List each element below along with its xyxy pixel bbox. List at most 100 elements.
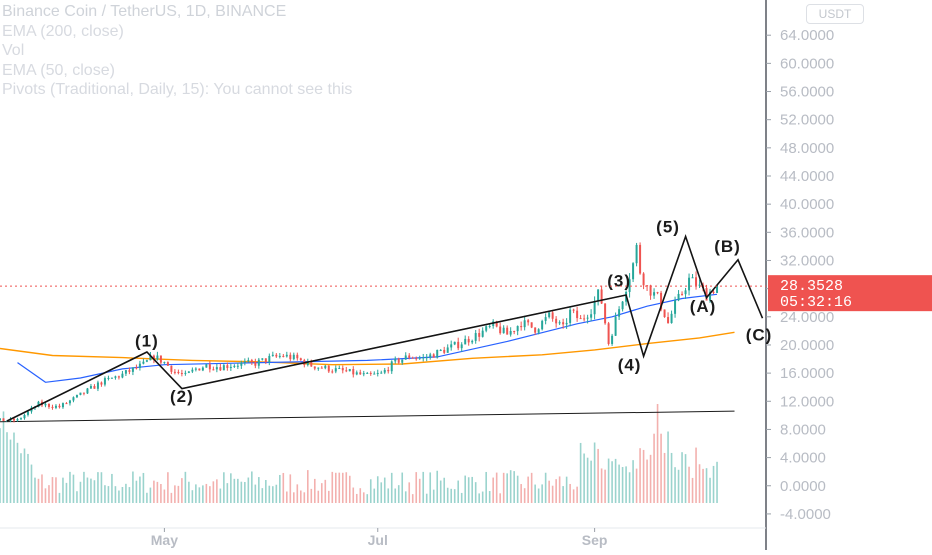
volume-bar — [674, 467, 676, 503]
volume-bar — [142, 472, 145, 503]
volume-bar — [411, 494, 414, 503]
volume-bar — [219, 488, 222, 503]
volume-bar — [429, 472, 432, 503]
candle-body — [649, 285, 652, 296]
wave-label: (A) — [690, 297, 717, 316]
candle-body — [5, 420, 8, 422]
wave-label: (5) — [656, 217, 680, 236]
candle-body — [121, 373, 124, 378]
candle-body — [198, 368, 201, 371]
volume-bar — [404, 491, 407, 503]
volume-bar — [261, 488, 264, 503]
candle-body — [103, 378, 106, 385]
wave-label: (3) — [607, 272, 631, 291]
volume-bar — [258, 477, 260, 503]
volume-bar — [684, 454, 687, 503]
candle-body — [695, 277, 698, 286]
volume-bar — [534, 484, 536, 503]
candle-body — [429, 354, 432, 358]
volume-bar — [121, 486, 124, 503]
last-price-text: 28.3528 — [780, 278, 843, 295]
candle-body — [425, 357, 428, 359]
volume-bar — [688, 466, 690, 503]
volume-bar — [527, 476, 529, 503]
candle-body — [457, 341, 460, 349]
volume-bar — [296, 484, 299, 503]
volume-bar — [607, 458, 610, 503]
volume-bar — [72, 474, 75, 503]
volume-bar — [383, 477, 386, 503]
candle-body — [135, 367, 138, 369]
volume-bar — [310, 488, 313, 503]
currency-button[interactable]: USDT — [806, 4, 864, 24]
candle-body — [208, 364, 211, 370]
candle-body — [117, 376, 120, 378]
volume-bar — [114, 486, 117, 503]
candle-body — [558, 322, 561, 324]
volume-bar — [34, 477, 36, 503]
volume-bar — [390, 472, 393, 503]
candle-body — [261, 358, 264, 360]
candle-body — [579, 318, 582, 320]
volume-bar — [716, 461, 718, 503]
volume-bar — [331, 471, 334, 503]
candle-body — [44, 403, 47, 406]
volume-bar — [334, 472, 337, 503]
price-tick-label: 48.0000 — [780, 140, 834, 157]
candle-body — [219, 367, 222, 371]
candle-body — [306, 361, 309, 366]
elliott-wave-line[interactable] — [6, 234, 764, 422]
legend-volume[interactable]: Vol — [2, 42, 25, 59]
candle-body — [471, 340, 474, 343]
candle-body — [222, 365, 225, 371]
candle-body — [54, 405, 57, 408]
candle-body — [247, 360, 250, 362]
candle-body — [548, 312, 551, 318]
volume-bar — [167, 472, 169, 503]
candle-body — [667, 317, 670, 324]
legend-ema200[interactable]: EMA (200, close) — [2, 22, 124, 40]
last-price-badge — [768, 275, 932, 312]
volume-bar — [576, 486, 578, 503]
candle-body — [2, 418, 5, 422]
legend-pivots[interactable]: Pivots (Traditional, Daily, 15): You can… — [2, 81, 353, 98]
candle-body — [131, 367, 134, 372]
volume-bar — [128, 487, 131, 503]
candle-body — [289, 354, 292, 360]
candle-body — [544, 317, 547, 321]
volume-bar — [37, 478, 40, 503]
trend-line[interactable] — [0, 410, 735, 423]
candle-body — [509, 331, 512, 335]
volume-bar — [635, 468, 638, 503]
price-tick-label: 64.0000 — [780, 27, 834, 44]
candle-body — [537, 329, 540, 333]
volume-bar — [653, 433, 655, 503]
candle-body — [142, 361, 145, 364]
volume-bar — [23, 448, 26, 503]
volume-bar — [457, 480, 460, 503]
candle-body — [254, 361, 257, 366]
legend-ema50[interactable]: EMA (50, close) — [2, 61, 115, 79]
wave-label: (B) — [714, 237, 741, 256]
volume-bar — [621, 467, 624, 503]
legend-symbol[interactable]: Binance Coin / TetherUS, 1D, BINANCE — [2, 3, 287, 20]
candle-body — [614, 316, 617, 336]
volume-bar — [394, 488, 397, 503]
candle-body — [243, 361, 246, 363]
volume-bar — [698, 464, 701, 503]
volume-bar — [55, 477, 57, 503]
candle-body — [653, 292, 656, 296]
candle-body — [359, 372, 362, 375]
volume-bar — [401, 472, 404, 503]
candle-body — [341, 368, 344, 371]
volume-bar — [397, 485, 400, 503]
volume-bar — [453, 489, 456, 503]
volume-bar — [107, 486, 110, 503]
candle-body — [282, 355, 285, 357]
candle-body — [296, 354, 299, 359]
candle-body — [404, 355, 407, 360]
candle-body — [96, 382, 99, 389]
candle-body — [376, 372, 379, 374]
